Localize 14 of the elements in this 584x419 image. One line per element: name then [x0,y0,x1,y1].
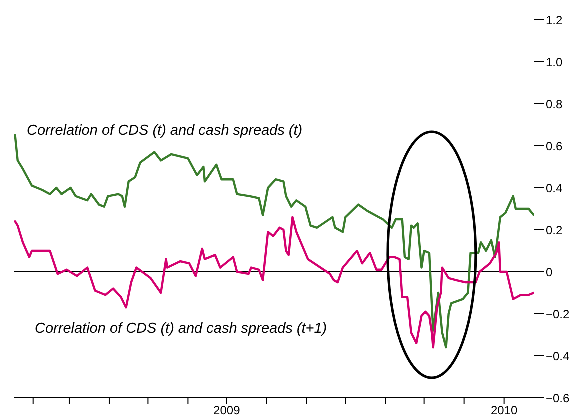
y-tick-label: 1.2 [546,13,564,28]
y-tick-label: 0.4 [546,181,564,196]
y-tick-label: −0.4 [546,349,570,364]
y-tick-label: 0.2 [546,223,564,238]
x-tick-label: 2010 [490,404,518,418]
text: Correlation of CDS (t) and cash spreads (t+1) [35,321,328,337]
y-tick-label: 0.6 [546,139,564,154]
y-tick-label: −0.6 [546,391,570,406]
y-tick-label: 0 [546,265,553,280]
y-tick-label: 1.0 [546,55,564,70]
y-tick-label: 0.8 [546,97,564,112]
y-tick-label: −0.2 [546,307,570,322]
series-label: Correlation of CDS (t) and cash spreads (t) [27,123,303,139]
x-tick-label: 2009 [214,404,241,418]
